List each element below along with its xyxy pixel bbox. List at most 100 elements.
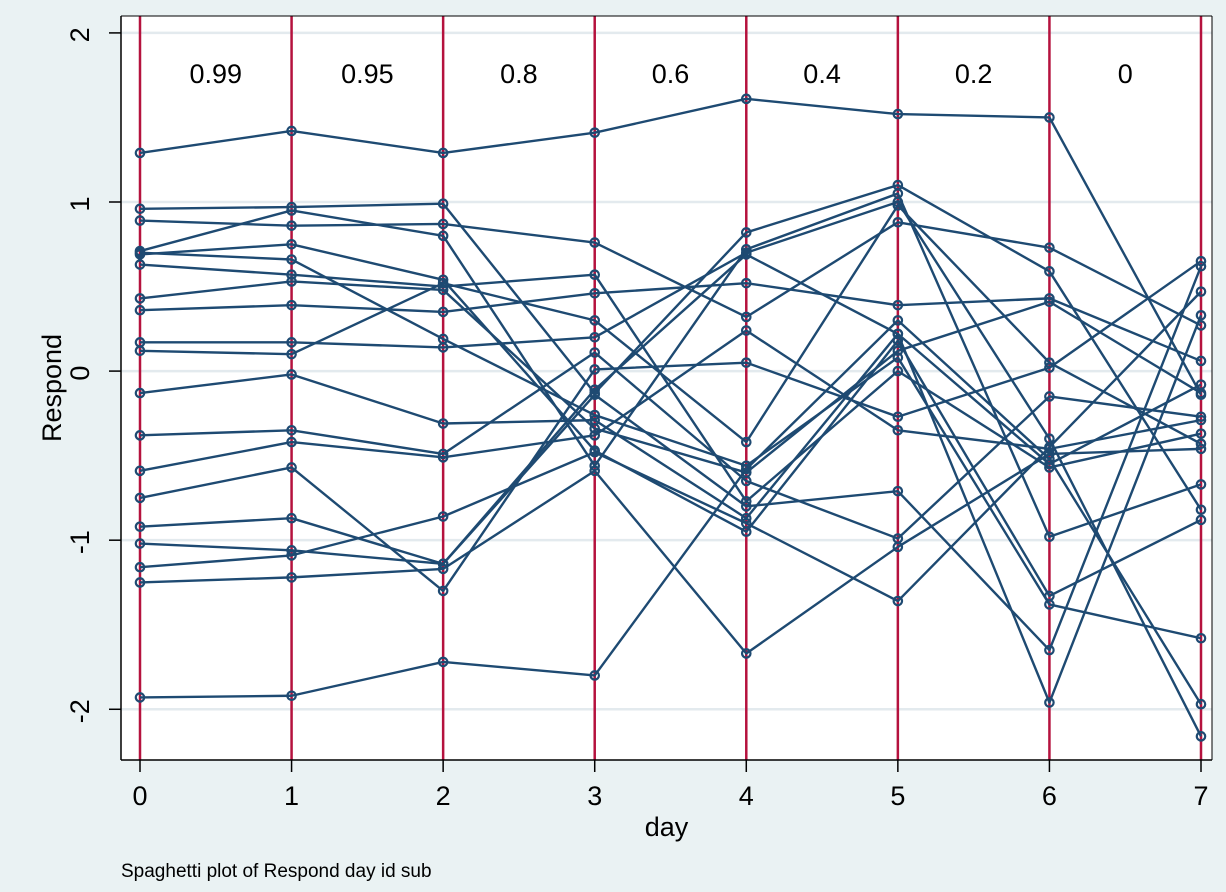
data-point	[740, 463, 752, 475]
data-point	[134, 345, 146, 357]
data-point	[892, 315, 904, 326]
series-line	[139, 290, 1202, 603]
data-point	[740, 475, 752, 487]
series-line	[139, 447, 1202, 655]
series-line	[139, 281, 1202, 363]
data-point	[286, 550, 297, 561]
data-point	[286, 436, 297, 448]
data-point	[740, 436, 752, 448]
data-point	[1044, 266, 1055, 277]
data-point	[1195, 309, 1207, 321]
data-point	[1195, 514, 1207, 526]
data-point	[1195, 698, 1207, 710]
data-point	[740, 648, 752, 659]
data-point	[1044, 296, 1055, 308]
data-point	[134, 561, 146, 573]
data-point	[286, 254, 297, 265]
data-point	[1195, 286, 1207, 297]
data-point	[892, 352, 904, 363]
series-line	[139, 253, 1203, 704]
data-point	[740, 517, 752, 529]
data-point	[740, 249, 752, 260]
data-point	[1195, 428, 1207, 439]
panel-label: 0	[1118, 59, 1133, 89]
data-point	[892, 216, 904, 228]
data-point	[134, 203, 146, 215]
plot-area	[121, 16, 1212, 760]
data-point	[1044, 362, 1055, 374]
x-tick-label: 1	[284, 781, 299, 811]
data-point	[892, 411, 904, 423]
data-point	[892, 541, 904, 553]
series-markers	[134, 93, 1207, 742]
data-point	[740, 495, 752, 507]
data-point	[1195, 414, 1207, 426]
data-point	[892, 424, 904, 436]
data-point	[589, 364, 601, 375]
data-point	[437, 511, 449, 522]
data-point	[1044, 441, 1055, 453]
series-line	[139, 319, 1203, 705]
data-point	[437, 452, 449, 463]
data-point	[740, 325, 752, 336]
panel-label: 0.2	[955, 59, 993, 89]
data-point	[134, 215, 146, 226]
data-point	[437, 274, 449, 286]
data-point	[286, 201, 297, 213]
data-point	[1195, 255, 1207, 267]
data-point	[1195, 355, 1207, 367]
data-point	[589, 460, 601, 472]
data-point	[134, 147, 146, 159]
data-point	[286, 572, 297, 583]
data-point	[437, 230, 449, 242]
data-point	[1044, 531, 1055, 543]
series-line	[139, 204, 1202, 445]
data-point	[589, 389, 601, 401]
data-point	[134, 387, 146, 399]
data-point	[437, 563, 449, 575]
series-line	[139, 192, 1202, 538]
data-point	[1044, 242, 1055, 253]
data-point	[740, 357, 752, 368]
data-point	[286, 238, 297, 250]
data-point	[1195, 320, 1207, 331]
data-point	[134, 465, 146, 477]
grid-lines	[121, 31, 1212, 711]
panel-label: 0.8	[500, 59, 538, 89]
data-point	[1195, 260, 1207, 272]
data-point	[437, 284, 449, 296]
data-point	[1044, 293, 1055, 304]
panel-label: 0.4	[803, 59, 841, 89]
data-point	[437, 585, 449, 597]
data-point	[286, 690, 297, 702]
data-point	[740, 244, 752, 255]
data-point	[134, 692, 146, 703]
data-point	[892, 108, 904, 120]
data-point	[1044, 448, 1055, 460]
x-tick-label: 6	[1042, 781, 1057, 811]
y-axis-title: Respond	[37, 334, 67, 442]
data-point	[1044, 391, 1055, 402]
data-point	[1195, 438, 1207, 450]
data-point	[892, 365, 904, 377]
series-line	[139, 219, 1202, 327]
data-point	[1195, 379, 1207, 390]
data-point	[437, 656, 449, 668]
x-tick-label: 3	[587, 781, 602, 811]
data-point	[437, 448, 449, 460]
data-point	[740, 277, 752, 289]
data-point	[740, 501, 752, 512]
data-point	[1044, 644, 1055, 656]
x-tick-label: 0	[132, 781, 147, 811]
data-point	[1044, 599, 1055, 610]
data-point	[892, 485, 904, 497]
series-lines	[139, 97, 1203, 737]
data-point	[589, 315, 601, 326]
data-point	[1044, 112, 1055, 123]
data-point	[437, 277, 449, 289]
data-point	[286, 125, 297, 137]
series-line	[139, 260, 1202, 593]
data-point	[1044, 697, 1055, 708]
data-point	[286, 462, 297, 473]
